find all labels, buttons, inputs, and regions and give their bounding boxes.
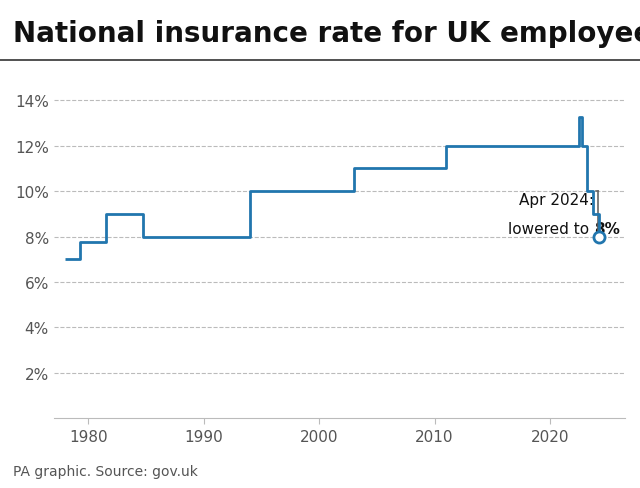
Text: lowered to: lowered to — [508, 222, 595, 237]
Text: Apr 2024:: Apr 2024: — [520, 192, 595, 207]
Text: National insurance rate for UK employees: National insurance rate for UK employees — [13, 20, 640, 47]
Text: PA graphic. Source: gov.uk: PA graphic. Source: gov.uk — [13, 464, 198, 478]
Text: 8%: 8% — [595, 222, 620, 237]
